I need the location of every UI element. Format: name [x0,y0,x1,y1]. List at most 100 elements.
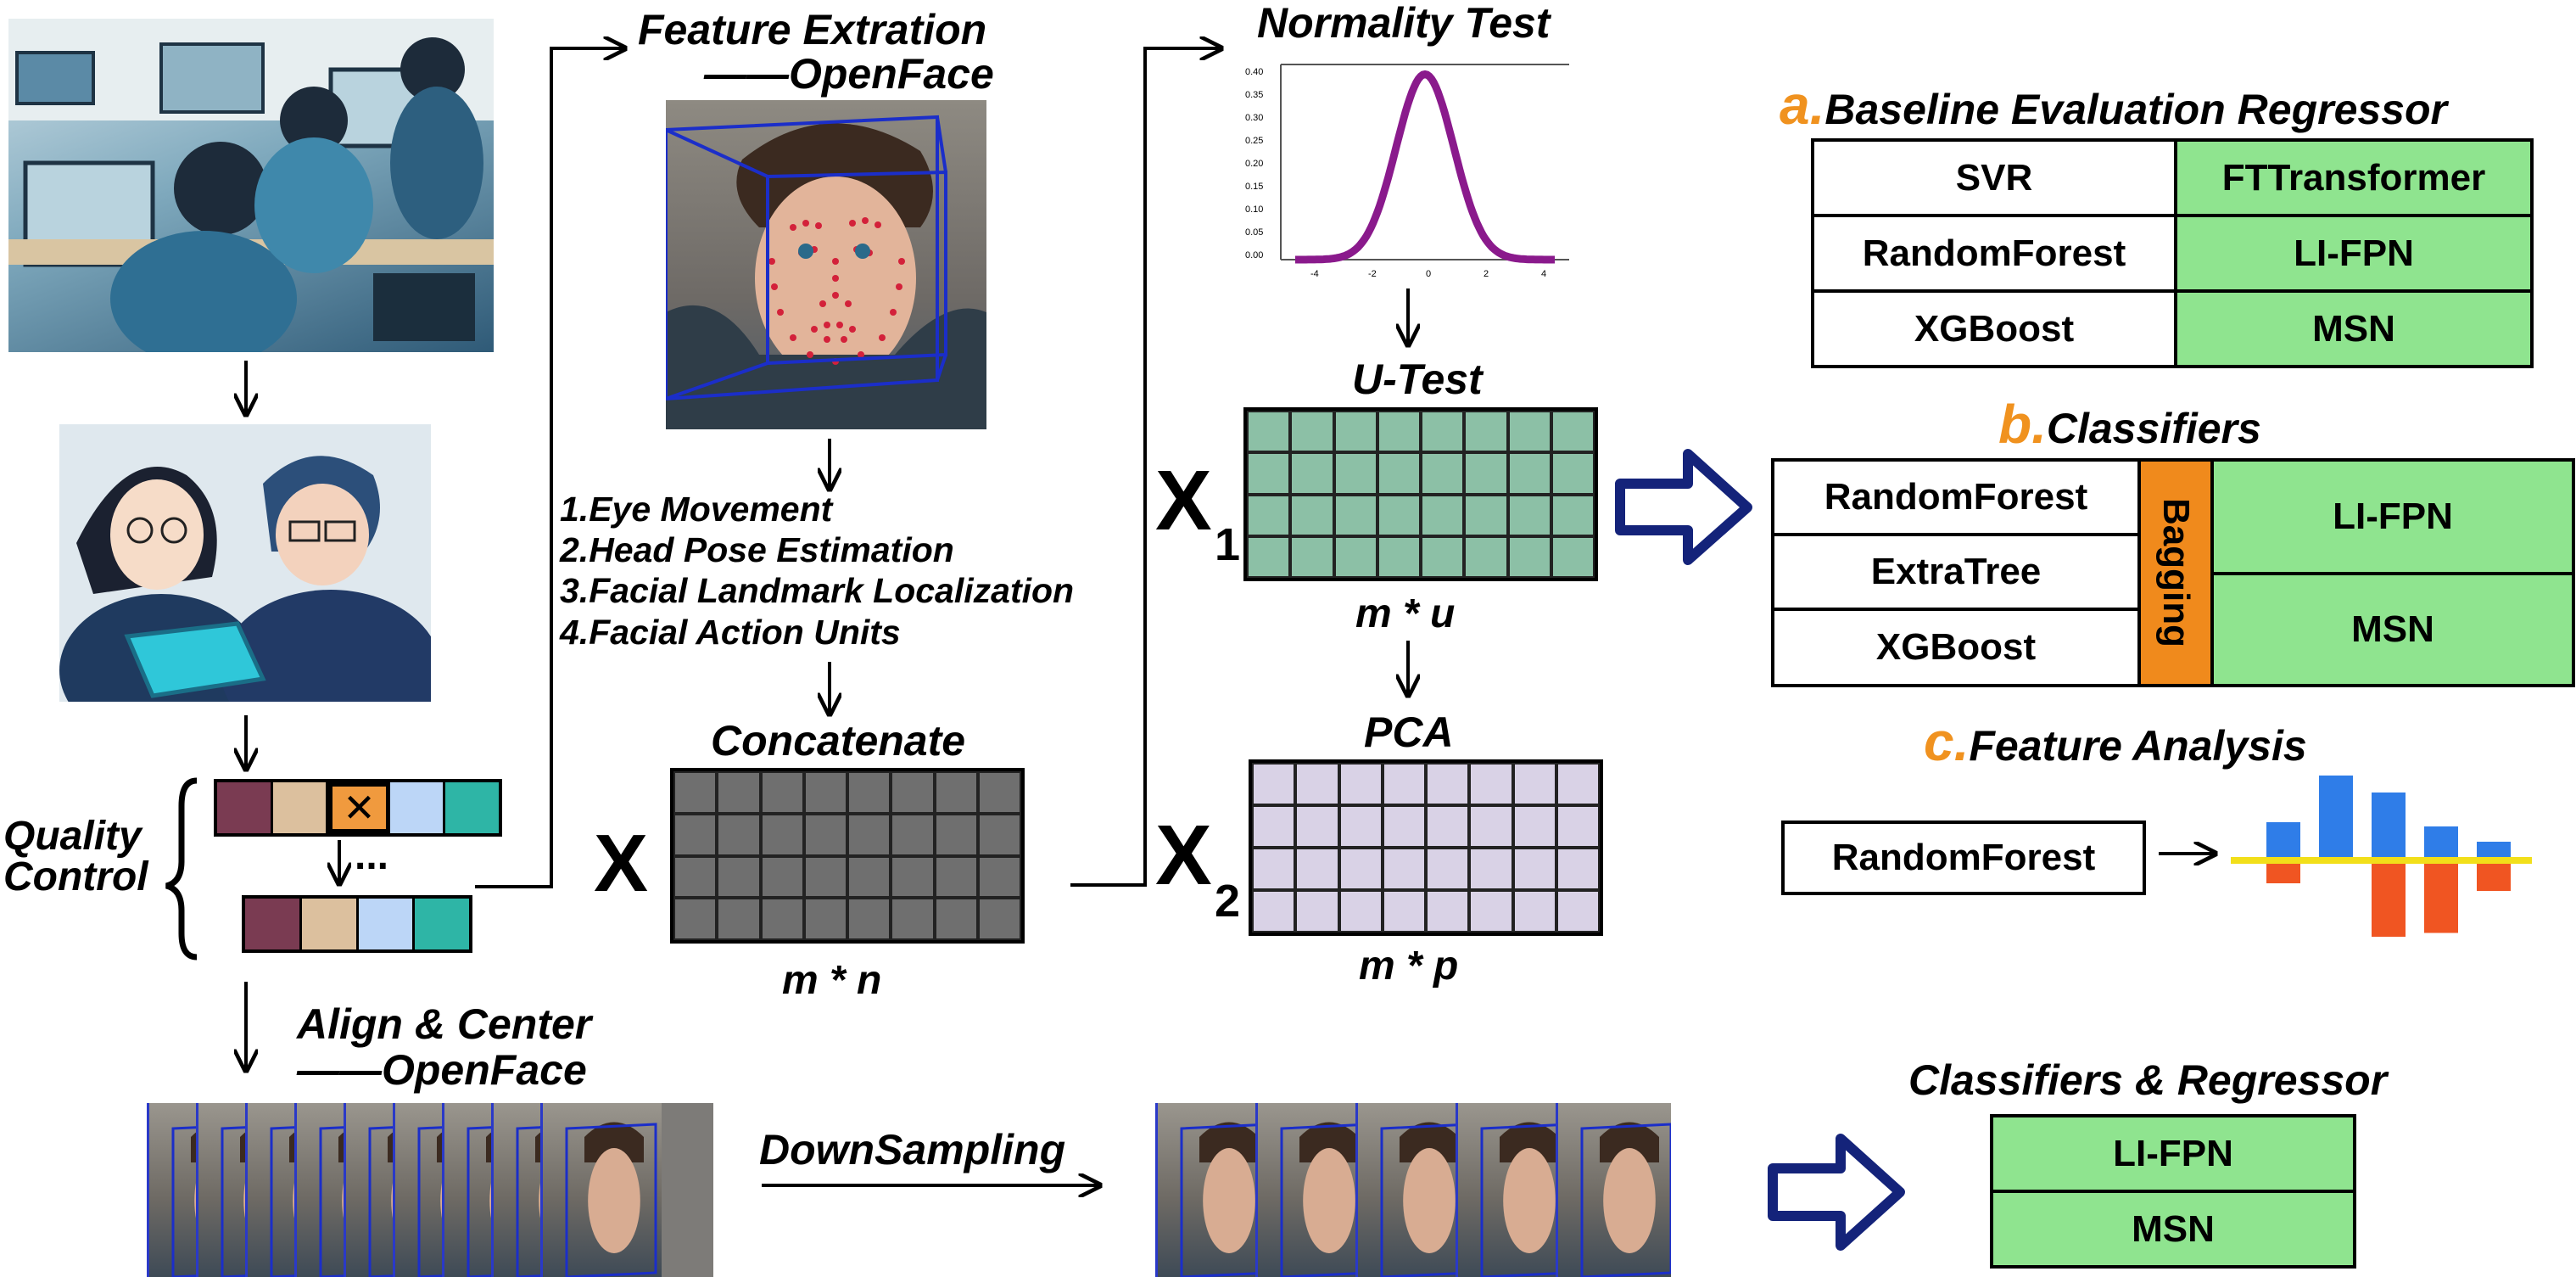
normality-chart [1280,64,1569,264]
matrix-cell [1295,805,1339,848]
classifier-cell-randomforest: RandomForest [1771,458,2141,536]
concatenate-size: m * n [782,958,882,1003]
matrix-cell [1556,763,1600,805]
normality-y-tick: 0.15 [1245,182,1264,192]
matrix-cell [1290,411,1334,453]
normality-y-tick: 0.30 [1245,113,1264,123]
matrix-cell [717,855,761,899]
matrix-cell [717,898,761,940]
hollow-arrow-to-final [1768,1134,1905,1251]
matrix-cell [717,771,761,814]
align-tool: ——OpenFace [297,1046,587,1094]
quality-label-2: Control [3,854,148,899]
pca-title: PCA [1364,709,1454,756]
matrix-cell [1426,890,1470,933]
matrix-cell [1551,452,1595,495]
utest-subscript: 1 [1215,519,1241,570]
feature-item-4: 4.Facial Action Units [560,613,901,652]
section-c-heading: c.Feature Analysis [1924,714,2307,769]
strip-cell-1 [217,782,273,833]
matrix-cell [1507,535,1551,578]
matrix-cell [891,813,935,856]
hollow-arrow-to-classifiers [1615,449,1752,565]
pca-matrix [1249,759,1603,936]
matrix-cell [1507,494,1551,536]
normality-x-tick: -4 [1310,269,1319,279]
feature-extraction-title: Feature Extration [638,6,987,53]
matrix-cell [1512,848,1556,890]
section-b-letter: b. [1998,394,2047,455]
quality-brace [165,777,198,961]
utest-title: U-Test [1352,356,1483,403]
matrix-cell [1290,494,1334,536]
ellipsis-label: ... [355,833,389,878]
matrix-cell [673,813,718,856]
feature-item-1: 1.Eye Movement [560,490,833,529]
matrix-cell [1338,805,1383,848]
matrix-cell [1556,848,1600,890]
downsampled-frames-strip [1155,1103,1671,1277]
matrix-cell [1382,763,1426,805]
matrix-cell [1252,805,1296,848]
matrix-cell [803,855,847,899]
matrix-cell [1551,535,1595,578]
normality-y-tick: 0.10 [1245,204,1264,215]
matrix-cell [1426,763,1470,805]
concatenate-matrix-symbol: X [594,818,649,909]
aligned-frames-strip [147,1103,713,1277]
regressor-cell-lifpn: LI-FPN [2174,214,2534,293]
matrix-cell [1426,848,1470,890]
strip-cell-5 [445,782,499,833]
normality-y-tick: 0.00 [1245,250,1264,260]
matrix-cell [1377,494,1421,536]
matrix-cell [934,855,978,899]
matrix-cell [1338,848,1383,890]
regressor-cell-randomforest: RandomForest [1811,214,2177,293]
align-title: Align & Center [297,1000,592,1048]
matrix-cell [1377,535,1421,578]
matrix-cell [1377,411,1421,453]
classifier-cell-lifpn: LI-FPN [2210,458,2575,575]
matrix-cell [760,898,804,940]
matrix-cell [1290,535,1334,578]
quality-strip-top: ✕ [214,779,502,837]
normality-y-tick: 0.05 [1245,227,1264,238]
matrix-cell [1333,411,1377,453]
matrix-cell [1252,890,1296,933]
matrix-cell [1556,890,1600,933]
matrix-cell [1421,494,1465,536]
matrix-cell [1247,494,1291,536]
section-a-title: Baseline Evaluation Regressor [1824,86,2447,133]
matrix-cell [1333,452,1377,495]
section-a-letter: a. [1780,75,1825,136]
matrix-cell [847,771,891,814]
matrix-cell [847,898,891,940]
matrix-cell [934,771,978,814]
classifier-cell-xgboost: XGBoost [1771,608,2141,687]
pca-size: m * p [1359,944,1459,989]
matrix-cell [1469,890,1513,933]
feature-analysis-model: RandomForest [1781,821,2146,895]
classifier-table: RandomForest ExtraTree XGBoost Bagging L… [1771,458,2575,687]
matrix-cell [1512,763,1556,805]
matrix-cell [1469,763,1513,805]
regressor-cell-svr: SVR [1811,138,2177,217]
matrix-cell [1295,848,1339,890]
final-cell-msn: MSN [1990,1190,2356,1269]
section-c-title: Feature Analysis [1969,722,2307,770]
final-title: Classifiers & Regressor [1908,1056,2388,1104]
video-frame [540,1103,662,1277]
matrix-cell [717,813,761,856]
matrix-cell [1421,452,1465,495]
matrix-cell [1377,452,1421,495]
quality-label-1: Quality [3,814,142,859]
matrix-cell [847,855,891,899]
matrix-cell [1512,805,1556,848]
final-cell-lifpn: LI-FPN [1990,1114,2356,1193]
normality-x-tick: 4 [1541,269,1547,279]
face-landmark-image [666,100,986,429]
bagging-cell: Bagging [2137,458,2214,687]
normality-title: Normality Test [1257,0,1551,47]
